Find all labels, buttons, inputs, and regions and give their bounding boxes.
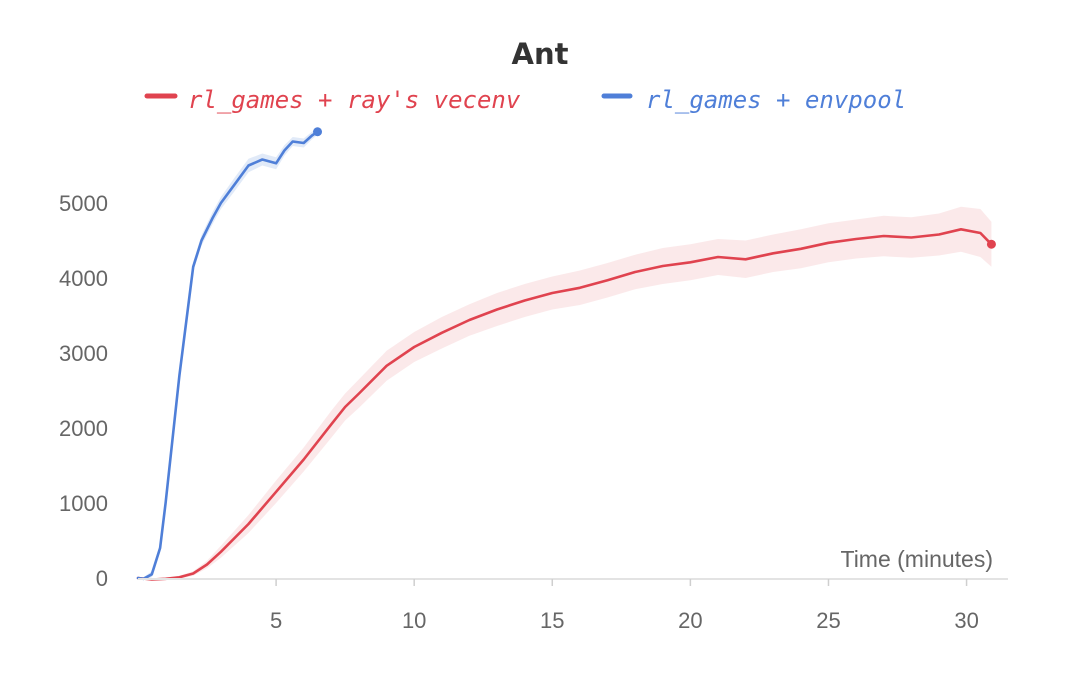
y-tick-label: 3000: [59, 341, 108, 366]
x-tick-label: 15: [540, 608, 564, 633]
y-tick-label: 2000: [59, 416, 108, 441]
series-line-1[interactable]: [136, 130, 319, 581]
y-tick-label: 4000: [59, 266, 108, 291]
x-tick-label: 5: [270, 608, 282, 633]
x-tick-label: 30: [954, 608, 978, 633]
x-axis-title: Time (minutes): [841, 546, 994, 572]
x-tick-label: 20: [678, 608, 702, 633]
plot-area: [136, 127, 996, 581]
x-tick-label: 10: [402, 608, 426, 633]
series-band-0: [138, 206, 992, 581]
series-line-0[interactable]: [136, 228, 993, 581]
legend-label-envpool: rl_games + envpool: [646, 86, 906, 114]
y-axis: 0 1000 2000 3000 4000 5000: [59, 191, 108, 591]
legend-item-ray-vecenv[interactable]: rl_games + ray's vecenv: [144, 86, 521, 114]
x-axis: 5 10 15 20 25 30: [138, 578, 1008, 633]
legend-label-ray-vecenv: rl_games + ray's vecenv: [188, 86, 521, 114]
x-tick-label: 25: [816, 608, 840, 633]
series-end-point-0[interactable]: [986, 239, 996, 249]
y-tick-label: 1000: [59, 491, 108, 516]
y-tick-label: 5000: [59, 191, 108, 216]
series-end-point-1[interactable]: [313, 127, 323, 137]
legend: rl_games + ray's vecenv rl_games + envpo…: [144, 86, 906, 114]
y-tick-label: 0: [96, 566, 108, 591]
legend-item-envpool[interactable]: rl_games + envpool: [601, 86, 906, 114]
chart-title: Ant: [512, 37, 569, 71]
